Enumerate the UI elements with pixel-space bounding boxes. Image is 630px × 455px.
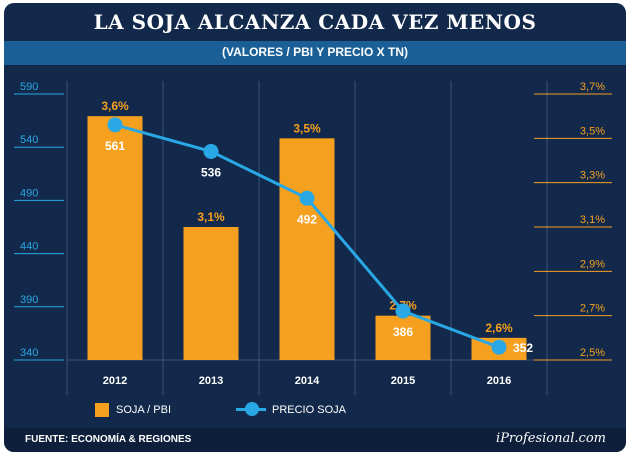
right-axis-tick-label: 2,5% xyxy=(580,347,605,359)
x-axis-tick-label: 2013 xyxy=(199,375,223,387)
chart-frame: LA SOJA ALCANZA CADA VEZ MENOS (VALORES … xyxy=(4,3,626,452)
subtitle-bar xyxy=(4,41,626,65)
bar-soja-pbi-2012 xyxy=(87,116,143,361)
bar-soja-pbi-2015 xyxy=(375,315,431,360)
legend-bar-swatch xyxy=(95,403,109,417)
right-axis-tick-label: 2,9% xyxy=(580,258,605,270)
chart-subtitle: (VALORES / PBI Y PRECIO X TN) xyxy=(221,45,409,59)
source-note: FUENTE: ECONOMÍA & REGIONES xyxy=(25,434,192,445)
combo-chart: 340 390 440 490 540 590 2,5% 2,7% 2,9% 3,1% 3,3% 3,… xyxy=(14,81,612,395)
bar-data-label: 3,5% xyxy=(293,121,321,135)
left-axis-tick-label: 440 xyxy=(20,241,38,253)
right-axis-tick-label: 3,5% xyxy=(580,125,605,137)
bar-soja-pbi-2013 xyxy=(183,227,239,360)
left-axis-tick-label: 390 xyxy=(20,294,38,306)
right-axis-tick-label: 3,1% xyxy=(580,214,605,226)
right-axis-tick-label: 3,3% xyxy=(580,170,605,182)
x-axis-tick-label: 2012 xyxy=(103,375,127,387)
price-data-label: 492 xyxy=(297,212,317,226)
price-point-2015 xyxy=(395,303,411,319)
bar-data-label: 2,6% xyxy=(485,321,513,335)
footer-bar xyxy=(4,428,626,452)
bar-soja-pbi-2014 xyxy=(279,138,335,360)
bar-data-label: 3,1% xyxy=(197,210,225,224)
price-point-2013 xyxy=(203,143,219,159)
x-axis-tick-label: 2015 xyxy=(391,375,415,387)
legend-line-marker xyxy=(245,402,259,416)
left-axis-tick-label: 540 xyxy=(20,134,38,146)
right-axis-tick-label: 2,7% xyxy=(580,303,605,315)
price-data-label: 386 xyxy=(393,325,413,339)
price-data-label: 352 xyxy=(513,341,533,355)
chart-title: LA SOJA ALCANZA CADA VEZ MENOS xyxy=(93,10,537,34)
left-axis-tick-label: 340 xyxy=(20,347,38,359)
x-axis-tick-label: 2016 xyxy=(487,375,511,387)
left-axis-tick-label: 590 xyxy=(20,81,38,93)
brand-logo: iProfesional.com xyxy=(496,431,606,446)
bar-data-label: 3,6% xyxy=(101,99,129,113)
price-point-2012 xyxy=(107,117,123,133)
price-data-label: 561 xyxy=(105,139,125,153)
left-axis-tick-label: 490 xyxy=(20,187,38,199)
price-point-2016 xyxy=(491,339,507,355)
x-axis-tick-label: 2014 xyxy=(295,375,320,387)
legend-bar-label: SOJA / PBI xyxy=(116,404,172,416)
right-axis-tick-label: 3,7% xyxy=(580,81,605,93)
legend-line-label: PRECIO SOJA xyxy=(272,404,346,416)
price-point-2014 xyxy=(299,190,315,206)
price-data-label: 536 xyxy=(201,165,221,179)
